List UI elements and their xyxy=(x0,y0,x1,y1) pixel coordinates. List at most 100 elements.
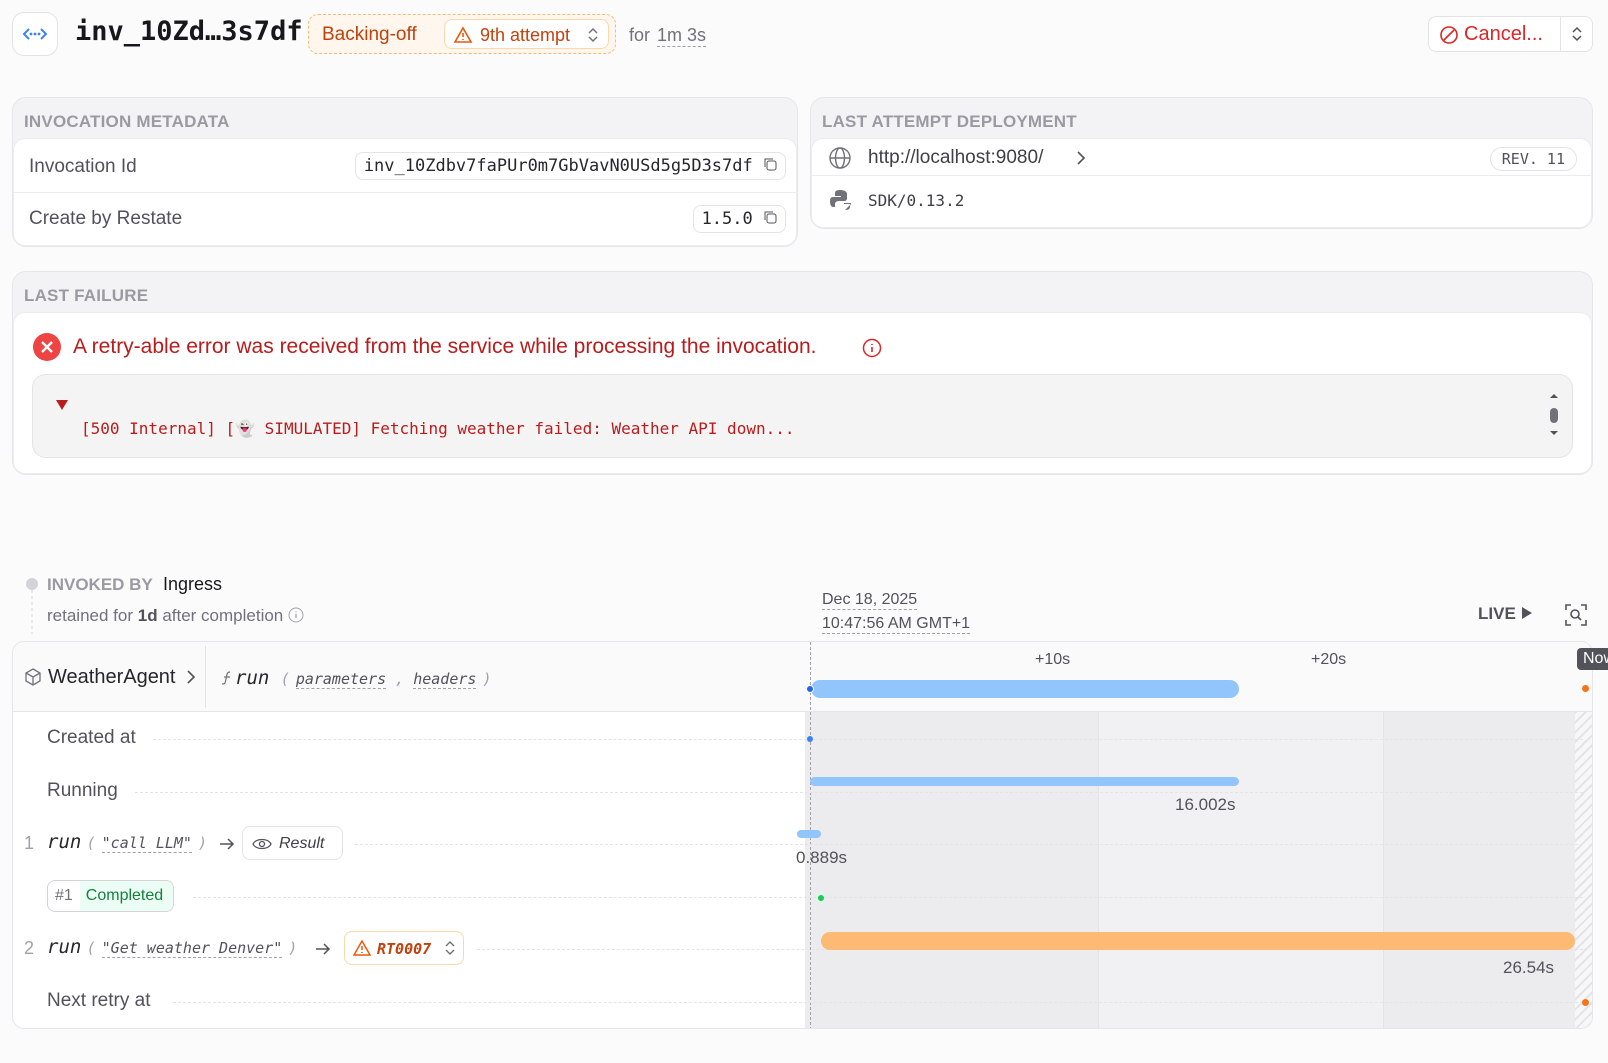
created-dot xyxy=(807,736,813,742)
version: 1.5.0 xyxy=(701,209,753,229)
step-bar xyxy=(797,830,821,838)
chevrons xyxy=(588,27,598,43)
step-arg: "Get weather Denver" xyxy=(101,939,283,958)
chevron xyxy=(1077,151,1086,165)
time-band xyxy=(1098,712,1383,1028)
handler-name: run xyxy=(235,667,270,689)
back-button[interactable] xyxy=(12,12,58,56)
retention-suffix: after completion xyxy=(162,606,284,625)
tick-line xyxy=(1098,642,1099,1028)
future-hatch xyxy=(1575,642,1592,1028)
step-args: "Get weather Denver" xyxy=(87,939,297,958)
card-title: INVOCATION METADATA xyxy=(24,112,230,131)
chevron xyxy=(187,670,196,684)
attempt-badge: #1 Completed xyxy=(47,880,175,912)
step-name: run xyxy=(47,936,82,958)
attempt-status: Completed xyxy=(79,881,174,911)
arrow xyxy=(316,943,331,955)
step-call: run "call LLM" xyxy=(47,831,207,854)
row-label: Next retry at xyxy=(47,990,151,1011)
completed-dot xyxy=(816,893,826,903)
start-dot xyxy=(806,685,814,693)
error-icon xyxy=(33,333,61,361)
result-button[interactable]: Result xyxy=(242,826,343,860)
copy-icon[interactable] xyxy=(763,210,777,224)
invoked-by: Ingress xyxy=(163,574,223,594)
deployment-body: http://localhost:9080/ REV. 11 SDK/0.13.… xyxy=(811,138,1592,228)
status-badge: Backing-off 9th attempt xyxy=(308,14,616,54)
duration-label: 16.002s xyxy=(1175,795,1236,814)
row-guide xyxy=(355,844,1583,845)
retention-value: 1d xyxy=(137,606,158,625)
step-args: "call LLM" xyxy=(87,834,207,853)
service-name[interactable]: WeatherAgent xyxy=(48,666,176,688)
copy-icon[interactable] xyxy=(763,157,777,171)
scrollbar[interactable] xyxy=(1548,391,1560,439)
error-detail: [500 Internal] [👻 SIMULATED] Fetching we… xyxy=(32,374,1573,458)
tick-line xyxy=(1383,642,1384,1028)
card-title: LAST FAILURE xyxy=(24,286,149,305)
row-label: Created at xyxy=(47,727,136,748)
duration-label: 26.54s xyxy=(1503,958,1555,977)
field-label: Invocation Id xyxy=(29,156,137,177)
duration: 1m 3s xyxy=(657,25,707,47)
service-icon xyxy=(25,668,41,686)
row-label: Running xyxy=(47,780,118,801)
live-button[interactable]: LIVE xyxy=(1478,604,1533,626)
step-arg: "call LLM" xyxy=(101,834,192,853)
divider xyxy=(205,646,206,708)
error-code-button[interactable]: RT0007 xyxy=(344,931,464,965)
step-call: run "Get weather Denver" xyxy=(47,936,297,959)
row-guide xyxy=(193,897,1583,898)
warning-icon xyxy=(453,26,473,43)
info-icon[interactable] xyxy=(862,338,882,358)
now-marker: Now xyxy=(1577,648,1608,672)
failure-card: LAST FAILURE A retry-able error was rece… xyxy=(12,271,1593,475)
failure-body: A retry-able error was received from the… xyxy=(13,312,1592,474)
next-retry-dot xyxy=(1582,999,1589,1006)
function-icon xyxy=(221,671,231,685)
python-icon xyxy=(830,190,851,210)
retry-dot xyxy=(1582,685,1589,692)
attempt-number: #1 xyxy=(55,887,73,904)
param: headers xyxy=(413,670,477,689)
expand-triangle[interactable] xyxy=(55,399,69,411)
play-icon xyxy=(1521,607,1532,619)
info-icon[interactable] xyxy=(288,607,304,623)
metadata-body: Invocation Id inv_10Zdbv7faPUr0m7GbVavN0… xyxy=(13,138,798,246)
running-bar xyxy=(810,777,1239,786)
endpoint[interactable]: http://localhost:9080/ xyxy=(868,147,1044,168)
param: parameters xyxy=(295,670,387,689)
service-row xyxy=(13,642,1592,712)
invocation-id: inv_10Zdbv7faPUr0m7GbVavN0USd5g5D3s7df xyxy=(363,156,753,176)
deployment-card: LAST ATTEMPT DEPLOYMENT http://localhost… xyxy=(810,97,1593,229)
cancel-label: Cancel... xyxy=(1464,23,1543,45)
error-detail-text: [500 Internal] [👻 SIMULATED] Fetching we… xyxy=(81,419,795,438)
divider xyxy=(812,175,1591,176)
error-message: A retry-able error was received from the… xyxy=(73,335,817,358)
start-time: 10:47:56 AM GMT+1 xyxy=(822,615,971,634)
field-value: inv_10Zdbv7faPUr0m7GbVavN0USd5g5D3s7df xyxy=(354,152,786,180)
card-title: LAST ATTEMPT DEPLOYMENT xyxy=(822,112,1077,131)
chevrons xyxy=(1572,26,1582,42)
field-value: 1.5.0 xyxy=(692,205,786,233)
for-label: for xyxy=(629,25,651,45)
step-index: 2 xyxy=(24,938,35,958)
now-label: Now xyxy=(1577,648,1608,670)
invocation-title: inv_10Zd…3s7df xyxy=(75,16,303,47)
time-band xyxy=(805,712,1098,1028)
attempt: 9th attempt xyxy=(480,25,571,45)
start-date: Dec 18, 2025 xyxy=(822,591,918,610)
zoom-button[interactable] xyxy=(1564,603,1588,627)
step-bar xyxy=(821,932,1575,950)
timeline-panel: WeatherAgent run parameters , headers +1… xyxy=(12,641,1593,1029)
row-guide xyxy=(135,792,1583,793)
attempt-button[interactable]: 9th attempt xyxy=(444,19,609,49)
back-icon xyxy=(22,28,48,40)
cancel-button[interactable]: Cancel... xyxy=(1428,16,1593,52)
warning-icon xyxy=(353,940,371,956)
step-index: 1 xyxy=(24,833,35,853)
metadata-card: INVOCATION METADATA Invocation Id inv_10… xyxy=(12,97,798,247)
row-guide xyxy=(153,739,1583,740)
